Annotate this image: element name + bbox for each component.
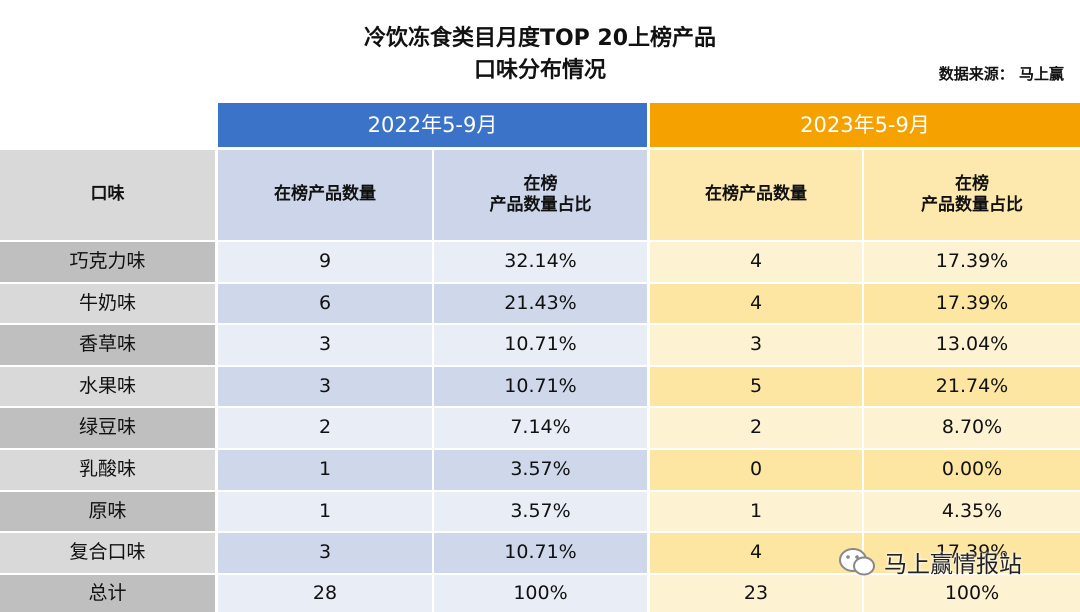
column-header: 在榜产品数量 <box>218 150 432 240</box>
table-cell: 1 <box>218 491 432 532</box>
row-label: 水果味 <box>0 366 215 407</box>
watermark-text: 马上赢情报站 <box>884 552 1022 578</box>
table-cell: 32.14% <box>434 242 647 282</box>
table-cell: 1 <box>218 450 432 490</box>
table-cell: 1 <box>650 491 862 532</box>
group-header: 2023年5-9月 <box>650 103 1080 147</box>
table-cell: 3.57% <box>434 450 647 490</box>
row-label: 牛奶味 <box>0 283 215 324</box>
table-cell: 100% <box>434 574 647 612</box>
table-cell: 3 <box>218 533 432 573</box>
group-header: 2022年5-9月 <box>218 103 647 147</box>
table-cell: 17.39% <box>864 242 1080 282</box>
table-cell: 0 <box>650 450 862 490</box>
row-label: 乳酸味 <box>0 450 215 490</box>
table-cell: 17.39% <box>864 533 1080 573</box>
table-cell: 8.70% <box>864 408 1080 448</box>
row-label: 原味 <box>0 491 215 532</box>
wechat-icon <box>839 548 875 576</box>
row-label: 总计 <box>0 574 215 612</box>
watermark: 马上赢情报站 <box>838 545 1022 579</box>
title-line: 冷饮冻食类目月度TOP 20上榜产品 <box>363 26 717 51</box>
column-header: 口味 <box>0 150 215 240</box>
table-cell: 4 <box>650 242 862 282</box>
table-cell: 17.39% <box>864 283 1080 324</box>
table-cell: 28 <box>218 574 432 612</box>
table-cell: 100% <box>864 574 1080 612</box>
table-cell: 21.43% <box>434 283 647 324</box>
table-cell: 10.71% <box>434 366 647 407</box>
table-cell: 6 <box>218 283 432 324</box>
row-label: 绿豆味 <box>0 408 215 448</box>
table-cell: 13.04% <box>864 325 1080 365</box>
table-cell: 3 <box>650 325 862 365</box>
row-label: 香草味 <box>0 325 215 365</box>
table-cell: 3 <box>218 366 432 407</box>
table-cell: 2 <box>650 408 862 448</box>
table-cell: 2 <box>218 408 432 448</box>
row-label: 复合口味 <box>0 533 215 573</box>
table-cell: 4.35% <box>864 491 1080 532</box>
table-cell: 3.57% <box>434 491 647 532</box>
table-cell: 10.71% <box>434 533 647 573</box>
title-line: 口味分布情况 <box>473 58 606 83</box>
row-label: 巧克力味 <box>0 242 215 282</box>
column-header: 在榜 产品数量占比 <box>434 150 647 240</box>
column-header: 在榜 产品数量占比 <box>864 150 1080 240</box>
table-cell: 10.71% <box>434 325 647 365</box>
table-cell: 7.14% <box>434 408 647 448</box>
table-cell: 3 <box>218 325 432 365</box>
table-cell: 4 <box>650 283 862 324</box>
table-cell: 4 <box>650 533 862 573</box>
table-cell: 9 <box>218 242 432 282</box>
table-cell: 21.74% <box>864 366 1080 407</box>
table-cell: 23 <box>650 574 862 612</box>
column-header: 在榜产品数量 <box>650 150 862 240</box>
table-cell: 5 <box>650 366 862 407</box>
source: 数据来源： 马上赢 <box>938 65 1064 83</box>
table-cell: 0.00% <box>864 450 1080 490</box>
